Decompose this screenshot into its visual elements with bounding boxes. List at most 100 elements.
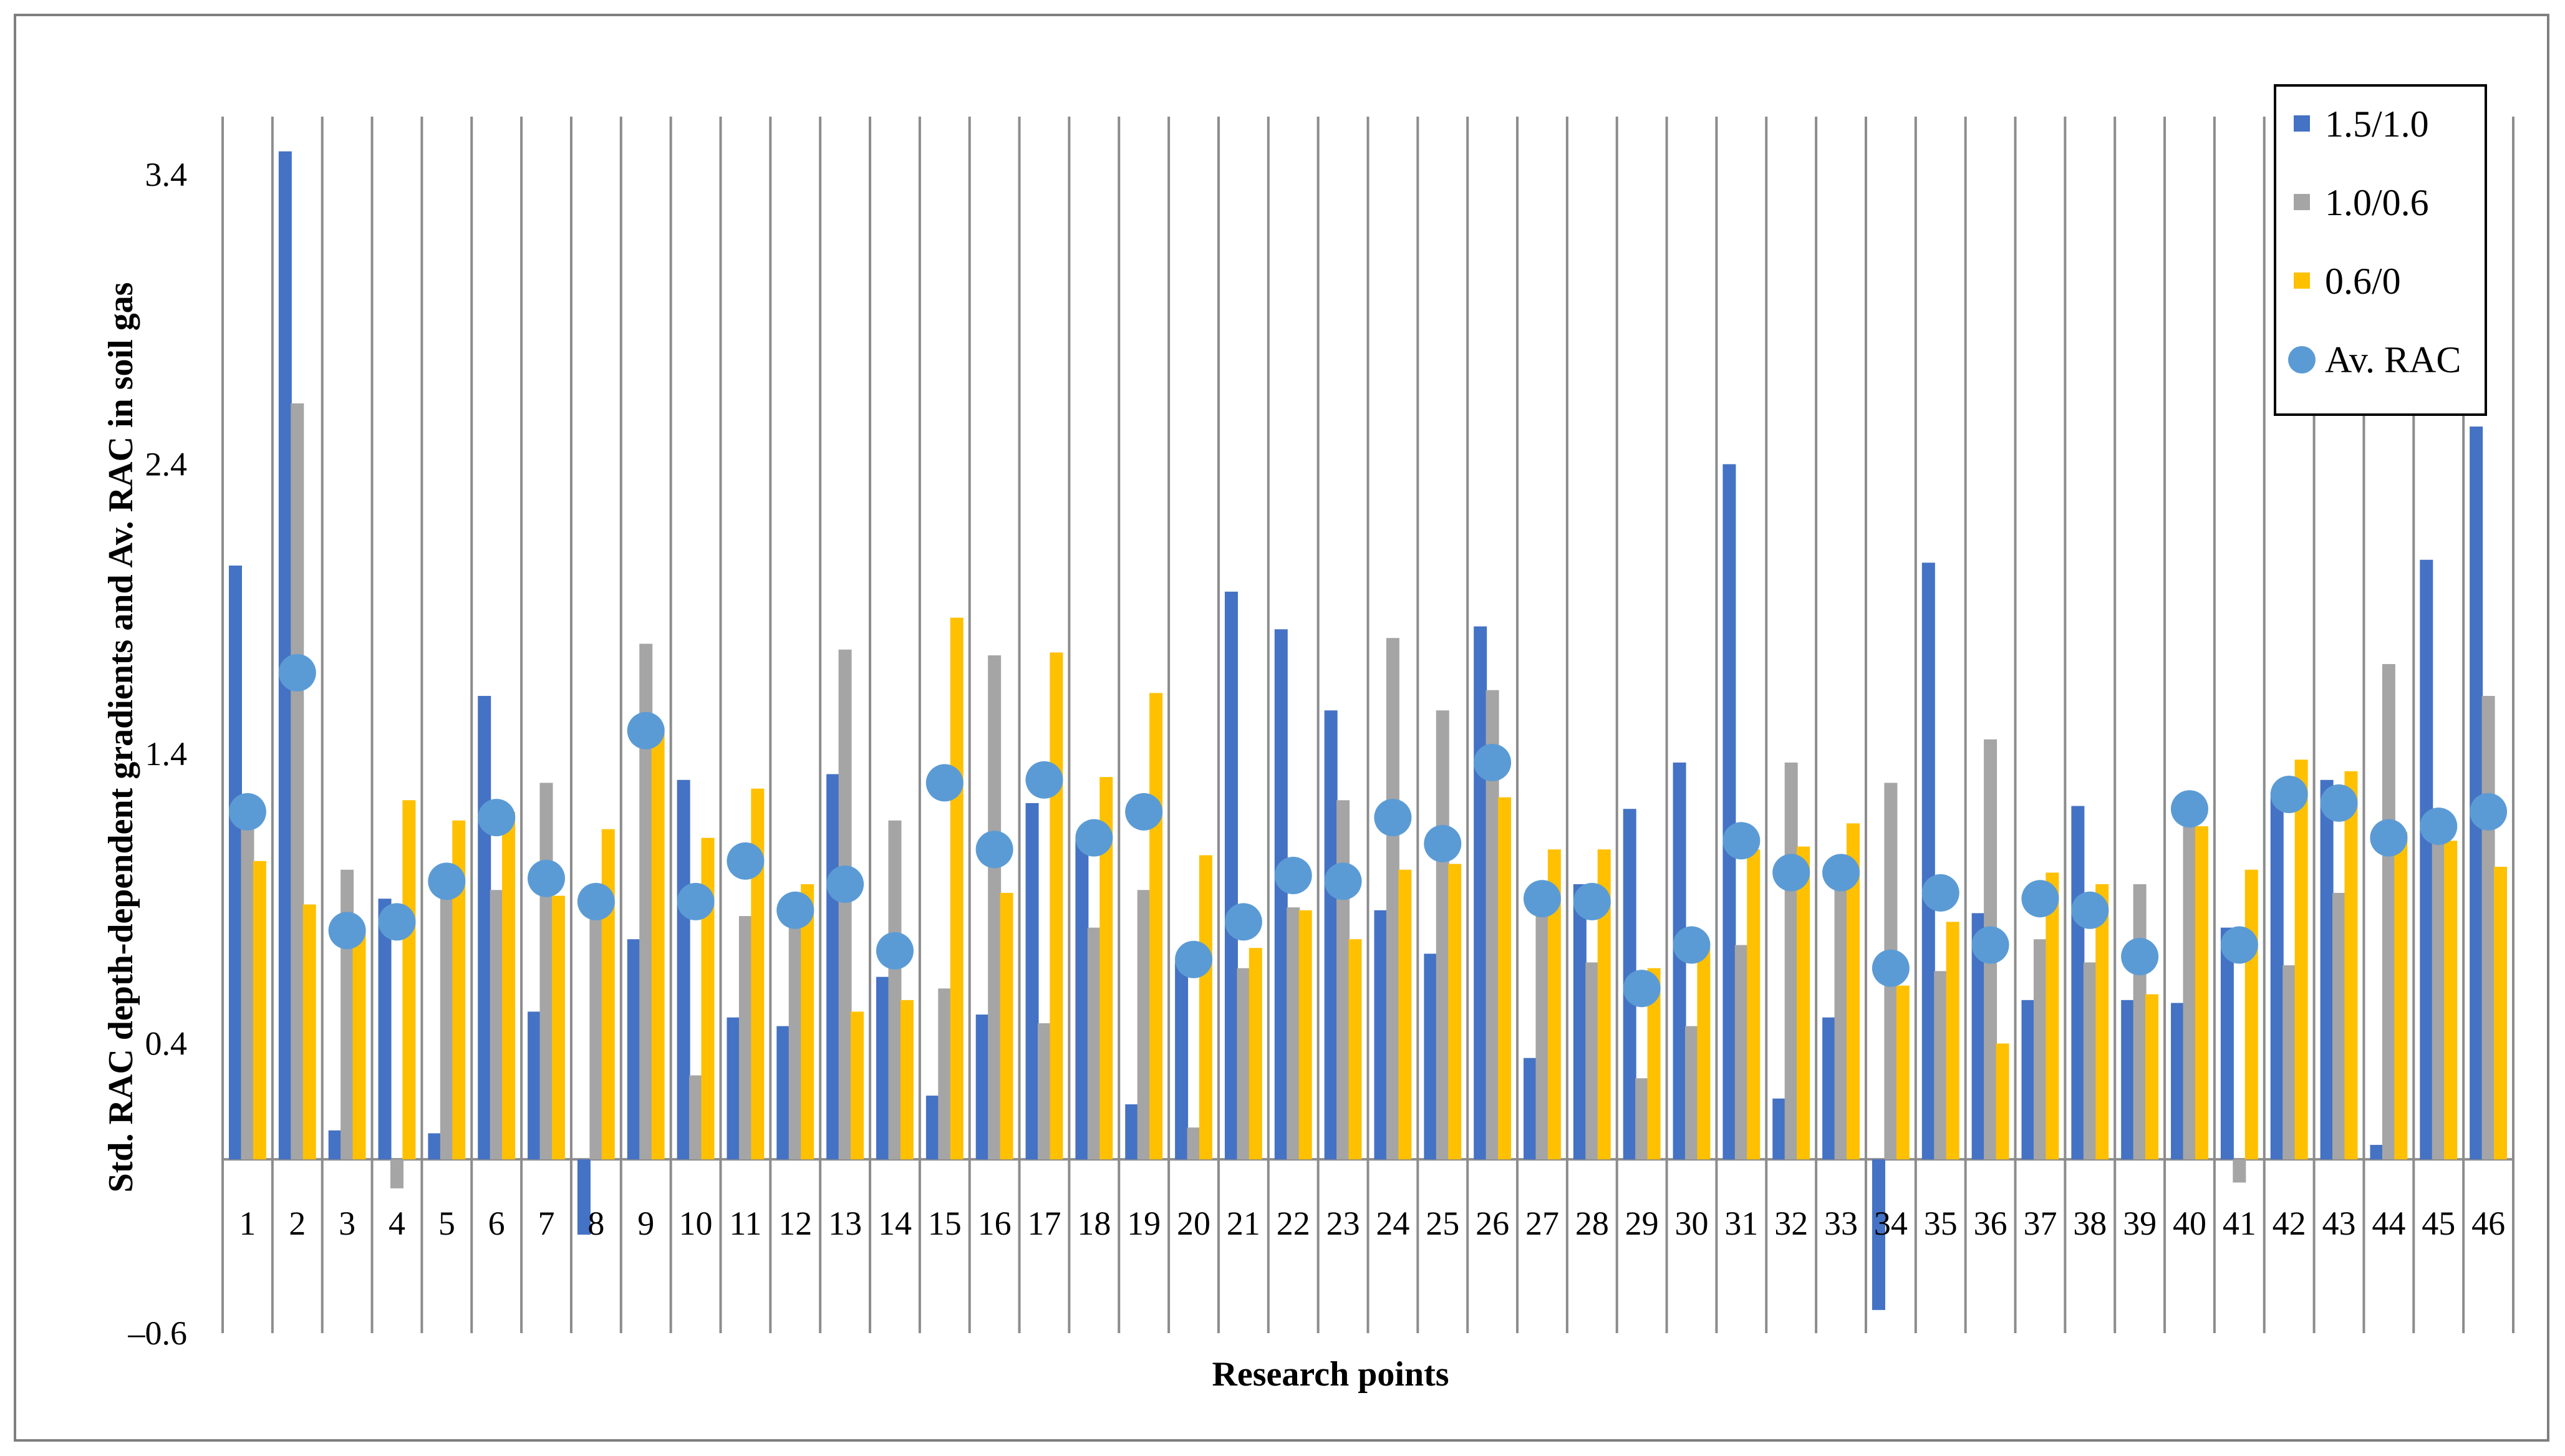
bar-0-6-0-11 (751, 788, 765, 1160)
x-tick-label: 28 (1575, 1205, 1609, 1242)
bar-0-6-0-17 (1050, 652, 1063, 1160)
legend-label: 1.0/0.6 (2325, 182, 2429, 223)
marker-av-rac-15 (925, 764, 964, 802)
bar-1-0-0-6-10 (689, 1075, 703, 1160)
marker-av-rac-28 (1573, 882, 1611, 920)
bar-1-0-0-6-33 (1834, 875, 1848, 1160)
bar-0-6-0-43 (2344, 771, 2358, 1160)
marker-av-rac-18 (1075, 819, 1113, 857)
bar-1-5-1-0-17 (1025, 803, 1039, 1160)
bar-0-6-0-45 (2444, 841, 2458, 1160)
bar-0-6-0-36 (1996, 1043, 2009, 1160)
bar-1-5-1-0-12 (776, 1026, 790, 1160)
bar-1-0-0-6-1 (241, 826, 254, 1160)
x-tick-label: 43 (2322, 1205, 2356, 1242)
bar-1-5-1-0-20 (1175, 962, 1189, 1160)
x-tick-label: 32 (1774, 1205, 1808, 1242)
x-tick-label: 29 (1625, 1205, 1659, 1242)
x-tick-label: 46 (2471, 1205, 2505, 1242)
x-tick-label: 36 (1974, 1205, 2007, 1242)
bar-0-6-0-42 (2294, 759, 2308, 1160)
bar-1-0-0-6-12 (788, 895, 802, 1160)
marker-av-rac-6 (478, 799, 516, 837)
bar-1-0-0-6-41 (2233, 1159, 2246, 1183)
bar-1-5-1-0-22 (1274, 629, 1288, 1160)
bar-1-0-0-6-9 (639, 644, 653, 1160)
x-tick-label: 31 (1724, 1205, 1758, 1242)
marker-av-rac-33 (1822, 854, 1860, 892)
x-tick-label: 38 (2073, 1205, 2107, 1242)
bar-0-6-0-19 (1149, 693, 1163, 1160)
bar-0-6-0-28 (1597, 849, 1611, 1160)
legend-label: 0.6/0 (2325, 261, 2401, 302)
x-tick-label: 30 (1675, 1205, 1709, 1242)
bar-1-5-1-0-8 (577, 1159, 591, 1235)
marker-av-rac-13 (826, 865, 864, 903)
bar-0-6-0-7 (551, 895, 565, 1160)
marker-av-rac-12 (776, 891, 814, 929)
bar-1-5-1-0-26 (1474, 626, 1487, 1160)
x-tick-label: 12 (778, 1205, 812, 1242)
bar-0-6-0-20 (1199, 855, 1212, 1160)
bar-1-5-1-0-11 (727, 1017, 740, 1160)
x-tick-label: 44 (2372, 1205, 2405, 1242)
bar-0-6-0-24 (1398, 869, 1412, 1160)
x-tick-label: 9 (637, 1205, 654, 1242)
x-tick-label: 23 (1326, 1205, 1360, 1242)
marker-av-rac-45 (2420, 808, 2458, 846)
x-tick-label: 18 (1077, 1205, 1111, 1242)
bar-0-6-0-35 (1946, 922, 1959, 1160)
x-tick-label: 5 (438, 1205, 455, 1242)
marker-av-rac-16 (975, 831, 1013, 869)
bar-1-0-0-6-19 (1137, 890, 1151, 1160)
marker-av-rac-2 (278, 653, 316, 692)
y-axis-title: Std. RAC depth-dependent gradients and A… (102, 282, 140, 1193)
bar-1-0-0-6-24 (1386, 638, 1399, 1160)
marker-av-rac-5 (428, 862, 466, 900)
bar-1-5-1-0-23 (1324, 710, 1338, 1160)
marker-av-rac-29 (1623, 970, 1661, 1008)
x-tick-label: 3 (339, 1205, 355, 1242)
bar-0-6-0-41 (2244, 869, 2258, 1160)
marker-av-rac-30 (1673, 926, 1711, 964)
x-tick-label: 25 (1426, 1205, 1459, 1242)
bar-1-5-1-0-33 (1822, 1017, 1836, 1160)
x-tick-label: 45 (2422, 1205, 2455, 1242)
bar-1-0-0-6-18 (1087, 927, 1101, 1160)
bar-0-6-0-27 (1547, 849, 1561, 1160)
y-tick-label: 3.4 (145, 156, 188, 193)
x-tick-label: 33 (1824, 1205, 1858, 1242)
bar-1-5-1-0-34 (1872, 1159, 1885, 1310)
bar-1-0-0-6-38 (2083, 962, 2097, 1160)
bar-1-5-1-0-31 (1722, 464, 1736, 1160)
bar-0-6-0-2 (302, 904, 316, 1160)
bar-1-5-1-0-15 (925, 1096, 939, 1160)
bar-1-0-0-6-40 (2183, 811, 2196, 1160)
x-tick-label: 40 (2173, 1205, 2206, 1242)
x-tick-label: 39 (2123, 1205, 2157, 1242)
marker-av-rac-7 (528, 859, 566, 897)
x-axis-title: Research points (1212, 1355, 1449, 1394)
bar-1-5-1-0-2 (278, 151, 292, 1160)
bar-1-5-1-0-28 (1573, 884, 1587, 1160)
marker-av-rac-38 (2071, 891, 2109, 929)
bar-1-0-0-6-37 (2033, 939, 2047, 1160)
marker-av-rac-39 (2121, 938, 2159, 976)
x-tick-label: 15 (928, 1205, 962, 1242)
bar-1-5-1-0-40 (2171, 1003, 2185, 1160)
x-tick-label: 27 (1525, 1205, 1559, 1242)
bar-1-5-1-0-24 (1374, 910, 1388, 1160)
bar-1-0-0-6-35 (1934, 971, 1948, 1160)
x-tick-label: 42 (2273, 1205, 2306, 1242)
bar-0-6-0-23 (1348, 939, 1362, 1160)
marker-av-rac-20 (1175, 940, 1213, 978)
bar-0-6-0-18 (1099, 777, 1113, 1160)
bar-1-5-1-0-39 (2121, 1000, 2135, 1160)
bar-0-6-0-8 (601, 829, 615, 1160)
x-tick-label: 41 (2223, 1205, 2256, 1242)
bar-1-5-1-0-45 (2420, 559, 2433, 1160)
bar-1-0-0-6-4 (390, 1159, 403, 1188)
bar-1-0-0-6-20 (1187, 1127, 1200, 1160)
bar-0-6-0-14 (900, 1000, 914, 1160)
